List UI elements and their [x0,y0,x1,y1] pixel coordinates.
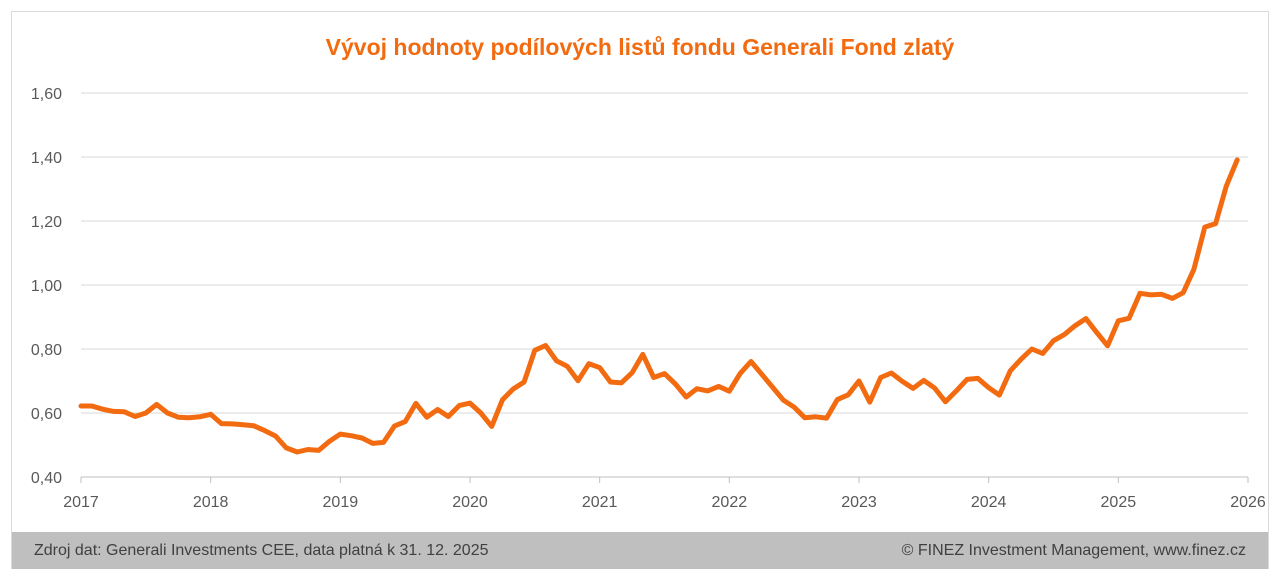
x-tick-label: 2025 [1101,494,1137,511]
x-axis: 2017 2018 2019 2020 2021 2022 2023 2024 2025 2026 [63,476,1266,511]
y-tick-label: 1,20 [31,214,62,231]
footer-bar: Zdroj dat: Generali Investments CEE, dat… [12,532,1268,569]
y-axis-ticks: 0,40 0,60 0,80 1,00 1,20 1,40 1,60 [31,86,62,487]
x-tick-label: 2022 [712,494,748,511]
x-tick-label: 2021 [582,494,618,511]
x-tick-label: 2017 [63,494,99,511]
x-tick-label: 2020 [452,494,488,511]
x-tick-label: 2019 [323,494,359,511]
chart-frame [11,11,1269,569]
gridlines [81,92,1248,414]
y-tick-label: 0,60 [31,406,62,423]
x-tick-label: 2023 [841,494,877,511]
series-line [78,157,1240,455]
series-layer [78,157,1240,455]
source-note: Zdroj dat: Generali Investments CEE, dat… [34,542,489,559]
y-tick-label: 1,60 [31,86,62,103]
x-tick-label: 2024 [971,494,1007,511]
chart-title: Vývoj hodnoty podílových listů fondu Gen… [325,34,955,60]
x-tick-label: 2018 [193,494,229,511]
y-tick-label: 1,40 [31,150,62,167]
y-tick-label: 0,40 [31,470,62,487]
copyright-note: © FINEZ Investment Management, www.finez… [901,542,1246,559]
y-tick-label: 1,00 [31,278,62,295]
y-tick-label: 0,80 [31,342,62,359]
x-tick-label: 2026 [1230,494,1266,511]
